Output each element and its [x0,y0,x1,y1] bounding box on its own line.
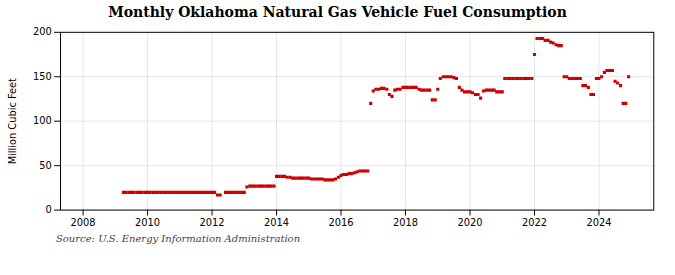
svg-text:Million Cubic Feet: Million Cubic Feet [7,78,18,164]
svg-text:2016: 2016 [329,217,354,228]
svg-text:2024: 2024 [586,217,611,228]
html-text:Monthly Oklahoma Natural Gas V: Monthly Oklahoma Natural Gas Vehicle Fue… [108,4,567,20]
svg-text:2010: 2010 [135,217,160,228]
svg-text:2018: 2018 [393,217,418,228]
svg-text:2014: 2014 [264,217,289,228]
svg-text:200: 200 [33,26,52,37]
html-text:Source: U.S. Energy Informatio: Source: U.S. Energy Information Administ… [56,233,301,245]
svg-text:2022: 2022 [522,217,547,228]
svg-text:100: 100 [33,115,52,126]
svg-text:150: 150 [33,71,52,82]
svg-text:2020: 2020 [457,217,482,228]
svg-text:2012: 2012 [200,217,225,228]
svg-text:2008: 2008 [71,217,96,228]
svg-text:50: 50 [39,160,52,171]
svg-text:0: 0 [45,204,51,215]
